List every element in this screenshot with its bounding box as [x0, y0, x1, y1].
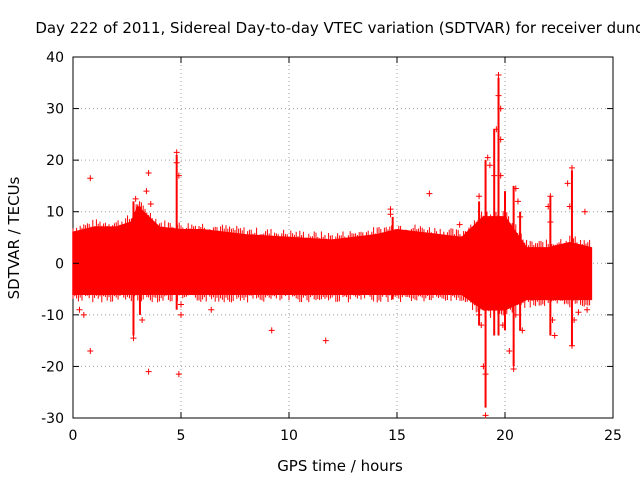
- data-point: [495, 72, 502, 79]
- data-point: [145, 368, 152, 375]
- y-tick-label: 20: [46, 153, 64, 169]
- x-tick-label: 10: [280, 428, 298, 444]
- data-point: [510, 366, 517, 373]
- data-point: [208, 306, 215, 313]
- data-point: [467, 291, 474, 298]
- data-point: [80, 311, 87, 318]
- data-point: [491, 172, 498, 179]
- data-point: [568, 342, 575, 349]
- data-point: [322, 337, 329, 344]
- data-point: [476, 311, 483, 318]
- data-point: [178, 311, 184, 318]
- data-point: [87, 175, 94, 182]
- data-point: [465, 229, 472, 236]
- data-point: [545, 203, 552, 210]
- x-tick-label: 0: [69, 428, 78, 444]
- data-point: [469, 260, 476, 267]
- data-point: [426, 190, 433, 197]
- data-point: [564, 180, 571, 187]
- data-point: [132, 195, 139, 202]
- data-point: [480, 363, 487, 370]
- y-tick-label: 30: [46, 102, 64, 118]
- data-point: [584, 306, 591, 313]
- data-point: [549, 317, 556, 324]
- data-point: [143, 188, 150, 195]
- data-point: [87, 347, 94, 354]
- x-axis-label: GPS time / hours: [277, 457, 403, 475]
- chart-title: Day 222 of 2011, Sidereal Day-to-day VTE…: [35, 19, 640, 37]
- y-tick-label: 0: [55, 256, 64, 272]
- data-point: [517, 213, 524, 220]
- data-point: [571, 317, 578, 324]
- data-point: [575, 309, 582, 316]
- data-point: [486, 162, 493, 169]
- data-layer: [72, 72, 593, 419]
- data-point: [512, 185, 519, 192]
- data-point: [478, 322, 485, 329]
- data-point: [268, 327, 275, 334]
- y-tick-label: -10: [41, 308, 64, 324]
- x-tick-label: 25: [604, 428, 622, 444]
- data-point: [173, 159, 180, 166]
- data-point: [506, 347, 513, 354]
- data-point: [476, 193, 483, 200]
- data-point: [547, 219, 554, 226]
- data-point: [482, 371, 489, 378]
- y-tick-label: -20: [41, 359, 64, 375]
- data-point: [145, 170, 152, 177]
- data-point: [497, 136, 504, 143]
- data-point: [581, 208, 588, 215]
- data-point: [76, 306, 83, 313]
- data-point: [175, 172, 182, 179]
- data-point: [178, 301, 184, 308]
- data-point: [175, 371, 182, 378]
- data-point: [173, 149, 180, 156]
- x-tick-label: 5: [177, 428, 186, 444]
- data-point: [547, 193, 554, 200]
- data-point: [482, 412, 489, 419]
- data-point: [139, 317, 146, 324]
- x-tick-label: 15: [388, 428, 406, 444]
- data-point: [387, 211, 394, 218]
- data-point: [514, 198, 521, 205]
- y-tick-label: 40: [46, 50, 64, 66]
- data-point: [493, 126, 500, 133]
- data-point: [519, 327, 526, 334]
- data-point: [456, 221, 463, 228]
- data-point: [147, 200, 154, 207]
- y-tick-label: 10: [46, 205, 64, 221]
- data-point: [484, 154, 491, 161]
- data-point: [387, 206, 394, 213]
- data-point: [512, 311, 519, 318]
- x-tick-label: 20: [496, 428, 514, 444]
- data-point: [495, 92, 502, 99]
- data-point: [566, 203, 573, 210]
- data-point: [551, 332, 558, 339]
- data-point: [497, 172, 504, 179]
- data-point: [497, 105, 504, 112]
- data-point: [568, 164, 575, 171]
- data-point: [499, 322, 506, 329]
- axes: 0 5 10 15 20 25 -30 -20 -10 0 10 20 30 40: [41, 50, 622, 444]
- data-point: [130, 335, 137, 342]
- y-axis-label: SDTVAR / TECUs: [5, 176, 23, 299]
- y-tick-label: -30: [41, 411, 64, 427]
